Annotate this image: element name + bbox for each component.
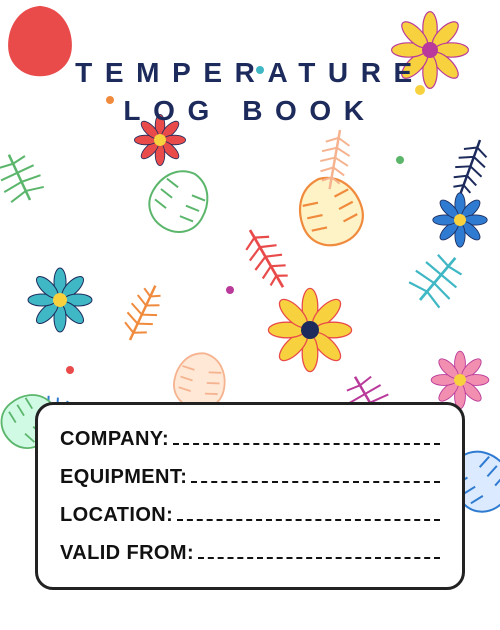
field-valid-from: VALID FROM:	[60, 541, 440, 565]
blank-line[interactable]	[191, 465, 440, 483]
title-line-1: TEMPERATURE	[0, 54, 500, 92]
field-label: VALID FROM:	[60, 542, 194, 565]
field-location: LOCATION:	[60, 503, 440, 527]
field-label: COMPANY:	[60, 428, 169, 451]
blank-line[interactable]	[177, 503, 440, 521]
field-label: LOCATION:	[60, 504, 173, 527]
blank-line[interactable]	[198, 541, 440, 559]
field-equipment: EQUIPMENT:	[60, 465, 440, 489]
info-form-box: COMPANY: EQUIPMENT: LOCATION: VALID FROM…	[35, 402, 465, 590]
title-line-2: LOG BOOK	[0, 92, 500, 130]
cover-title: TEMPERATURE LOG BOOK	[0, 54, 500, 130]
field-label: EQUIPMENT:	[60, 466, 187, 489]
field-company: COMPANY:	[60, 427, 440, 451]
blank-line[interactable]	[173, 427, 440, 445]
